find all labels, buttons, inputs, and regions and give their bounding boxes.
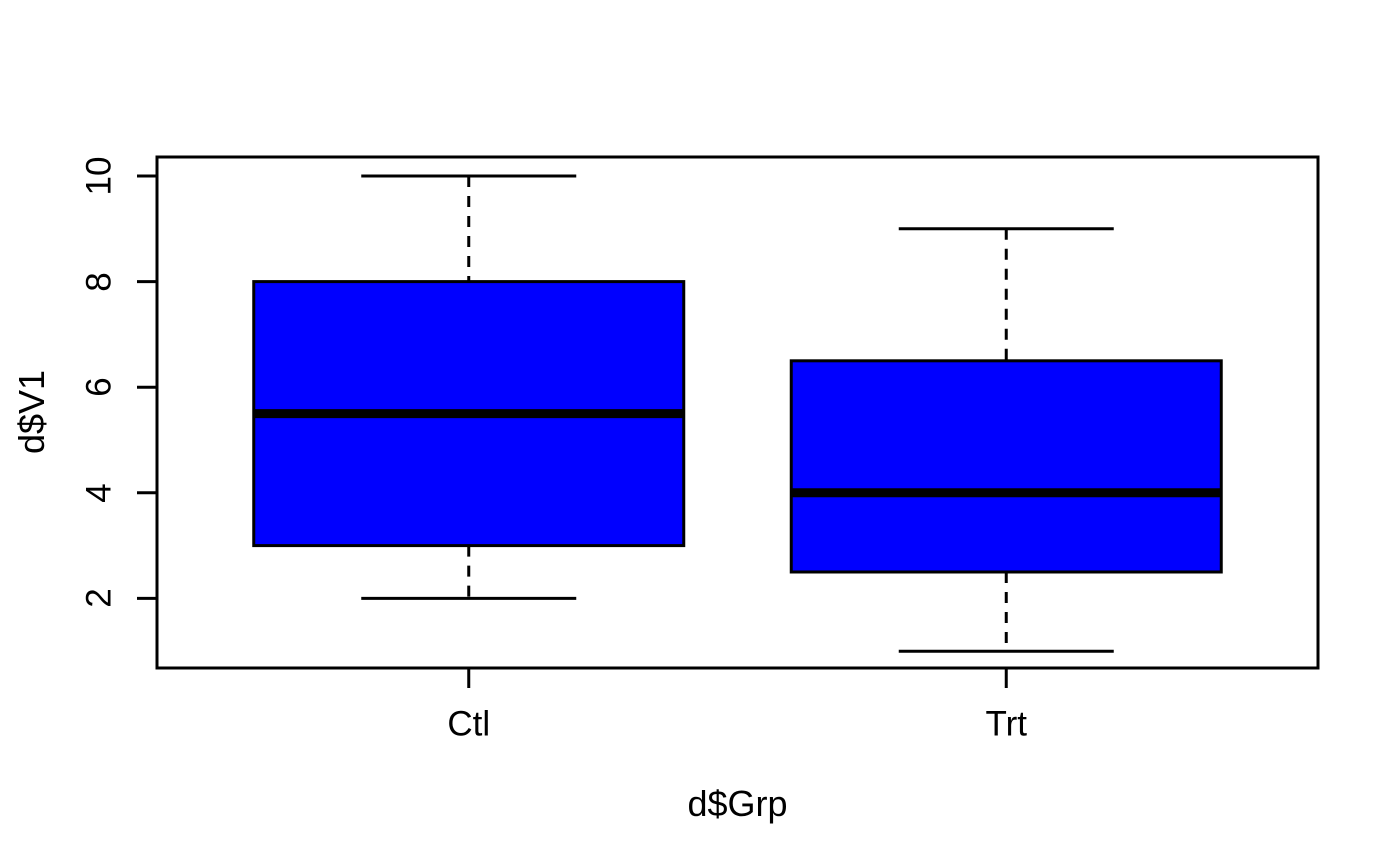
y-tick-label-8: 8: [79, 271, 119, 292]
y-axis-title: d$V1: [11, 369, 52, 455]
y-tick-label-4: 4: [79, 483, 119, 503]
x-axis-title: d$Grp: [687, 783, 788, 824]
x-tick-label-ctl: Ctl: [447, 704, 491, 744]
y-tick-label-6: 6: [79, 377, 119, 397]
x-tick-label-trt: Trt: [985, 704, 1027, 744]
y-tick-label-2: 2: [79, 588, 119, 609]
box-trt: [789, 359, 1223, 574]
y-tick-label-10: 10: [79, 156, 119, 196]
plot-frame: [155, 155, 1320, 670]
